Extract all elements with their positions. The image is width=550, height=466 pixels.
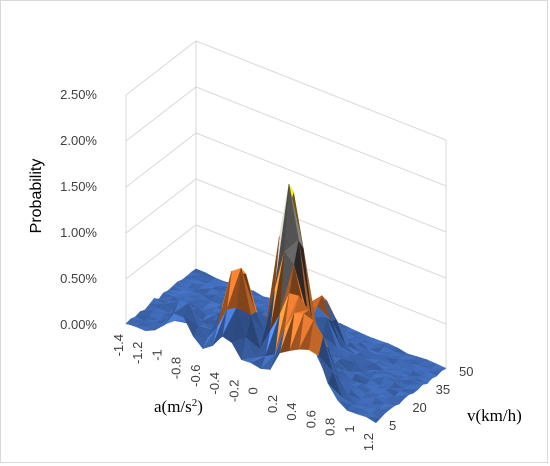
y-axis-title: v(km/h) [467,406,522,425]
surface-facet [366,417,380,423]
z-tick-label: 2.50% [60,87,97,102]
z-tick-label: 1.00% [60,225,97,240]
x-tick-label: -0.8 [169,357,184,379]
x-tick-label: -0.2 [226,380,241,402]
z-axis-title: Probability [28,159,45,234]
z-tick-label: 1.50% [60,179,97,194]
y-tick-label: 5 [389,418,396,433]
x-tick-label: 0.6 [303,410,318,428]
x-tick-label: -0.6 [188,364,203,386]
z-axis-ticks: 0.00% 0.50% 1.00% 1.50% 2.00% 2.50% [60,87,97,332]
z-tick-label: 0.50% [60,271,97,286]
x-tick-label: 0 [246,387,261,394]
z-tick-label: 0.00% [60,317,97,332]
y-tick-label: 35 [436,382,450,397]
x-tick-label: 1 [342,425,357,432]
z-tick-label: 2.00% [60,133,97,148]
x-tick-label: 1.2 [361,433,376,451]
x-tick-label: 0.2 [265,395,280,413]
gridline [126,87,446,186]
x-tick-label: -1.2 [130,342,145,364]
x-tick-label: -1 [149,349,164,361]
x-tick-label: 0.8 [323,418,338,436]
y-tick-label: 50 [459,364,473,379]
x-tick-label: -1.4 [111,334,126,356]
x-tick-label: 0.4 [284,403,299,421]
surface-plot [126,184,446,423]
y-tick-label: 20 [412,400,426,415]
x-axis-title: a(m/s2) [154,397,203,416]
gridline [126,41,446,140]
x-tick-label: -0.4 [207,372,222,394]
